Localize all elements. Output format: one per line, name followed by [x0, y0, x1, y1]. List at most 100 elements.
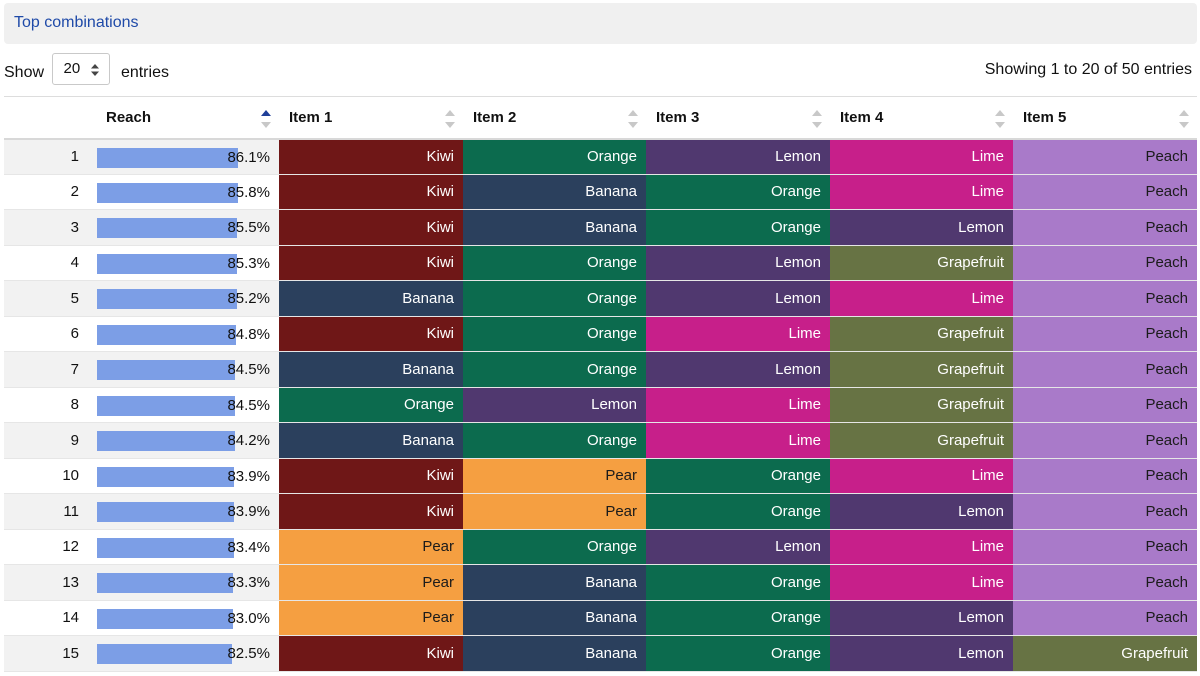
item-cell: Banana	[279, 351, 463, 388]
item-cell: Lemon	[646, 138, 830, 175]
table-row[interactable]: 15 82.5% Kiwi Banana Orange Lemon Grapefruit	[4, 635, 1197, 672]
sort-arrows-icon[interactable]	[261, 108, 271, 130]
item-cell: Pear	[279, 564, 463, 601]
row-index: 9	[4, 422, 96, 459]
row-index: 12	[4, 529, 96, 565]
select-updown-icon	[91, 64, 100, 76]
row-index: 8	[4, 387, 96, 423]
column-header-item-4[interactable]: Item 4	[830, 96, 1013, 140]
table-row[interactable]: 14 83.0% Pear Banana Orange Lemon Peach	[4, 600, 1197, 636]
reach-cell: 86.1%	[96, 138, 279, 175]
table-row[interactable]: 9 84.2% Banana Orange Lime Grapefruit Peach	[4, 422, 1197, 459]
reach-cell: 83.9%	[96, 458, 279, 494]
reach-value: 85.2%	[227, 290, 270, 307]
row-index: 3	[4, 209, 96, 246]
page-length-select[interactable]: 20	[52, 53, 111, 85]
table-row[interactable]: 2 85.8% Kiwi Banana Orange Lime Peach	[4, 174, 1197, 210]
item-cell: Grapefruit	[830, 387, 1013, 423]
item-cell: Grapefruit	[1013, 635, 1197, 672]
item-cell: Peach	[1013, 174, 1197, 210]
item-cell: Banana	[463, 564, 646, 601]
table-row[interactable]: 11 83.9% Kiwi Pear Orange Lemon Peach	[4, 493, 1197, 530]
sort-descending-icon	[628, 122, 638, 128]
column-header-item-1[interactable]: Item 1	[279, 96, 463, 140]
table-row[interactable]: 8 84.5% Orange Lemon Lime Grapefruit Peach	[4, 387, 1197, 423]
sort-descending-icon	[995, 122, 1005, 128]
row-index: 15	[4, 635, 96, 672]
column-header-item-3[interactable]: Item 3	[646, 96, 830, 140]
column-header-item-2[interactable]: Item 2	[463, 96, 646, 140]
table-row[interactable]: 5 85.2% Banana Orange Lemon Lime Peach	[4, 280, 1197, 317]
sort-arrows-icon[interactable]	[1179, 108, 1189, 130]
item-cell: Orange	[646, 209, 830, 246]
row-index: 13	[4, 564, 96, 601]
reach-cell: 84.2%	[96, 422, 279, 459]
row-index: 5	[4, 280, 96, 317]
item-cell: Peach	[1013, 458, 1197, 494]
item-cell: Pear	[463, 493, 646, 530]
sort-arrows-icon[interactable]	[995, 108, 1005, 130]
item-cell: Pear	[463, 458, 646, 494]
column-header-index	[4, 96, 96, 140]
sort-arrows-icon[interactable]	[445, 108, 455, 130]
reach-cell: 83.9%	[96, 493, 279, 530]
sort-arrows-icon[interactable]	[628, 108, 638, 130]
item-cell: Peach	[1013, 493, 1197, 530]
item-cell: Banana	[463, 635, 646, 672]
row-index: 11	[4, 493, 96, 530]
table-controls: Show 20 entries Showing 1 to 20 of 50 en…	[4, 52, 1192, 86]
item-cell: Lime	[646, 387, 830, 423]
item-cell: Peach	[1013, 387, 1197, 423]
column-header-reach[interactable]: Reach	[96, 96, 279, 140]
reach-bar	[97, 218, 237, 238]
item-cell: Orange	[646, 458, 830, 494]
sort-arrows-icon[interactable]	[812, 108, 822, 130]
item-cell: Orange	[646, 493, 830, 530]
item-cell: Grapefruit	[830, 245, 1013, 281]
table-row[interactable]: 3 85.5% Kiwi Banana Orange Lemon Peach	[4, 209, 1197, 246]
column-header-item-5[interactable]: Item 5	[1013, 96, 1197, 140]
reach-value: 84.8%	[227, 325, 270, 343]
table-row[interactable]: 7 84.5% Banana Orange Lemon Grapefruit Peach	[4, 351, 1197, 388]
item-cell: Banana	[279, 280, 463, 317]
reach-value: 85.8%	[227, 183, 270, 201]
entries-label: entries	[120, 64, 169, 81]
item-cell: Peach	[1013, 280, 1197, 317]
item-cell: Orange	[463, 280, 646, 317]
reach-bar	[97, 360, 236, 380]
reach-value: 85.3%	[227, 254, 270, 272]
table-row[interactable]: 13 83.3% Pear Banana Orange Lime Peach	[4, 564, 1197, 601]
reach-bar	[97, 502, 235, 522]
item-cell: Lemon	[646, 351, 830, 388]
row-index: 1	[4, 138, 96, 175]
reach-value: 86.1%	[227, 148, 270, 166]
item-cell: Peach	[1013, 316, 1197, 352]
item-cell: Orange	[463, 529, 646, 565]
item-cell: Peach	[1013, 564, 1197, 601]
item-cell: Orange	[279, 387, 463, 423]
table-row[interactable]: 1 86.1% Kiwi Orange Lemon Lime Peach	[4, 138, 1197, 175]
reach-bar	[97, 324, 236, 345]
table-row[interactable]: 12 83.4% Pear Orange Lemon Lime Peach	[4, 529, 1197, 565]
sort-descending-icon	[812, 122, 822, 128]
panel-title[interactable]: Top combinations	[14, 14, 139, 31]
reach-cell: 83.3%	[96, 564, 279, 601]
item-cell: Banana	[463, 600, 646, 636]
sort-descending-icon	[445, 122, 455, 128]
table-row[interactable]: 10 83.9% Kiwi Pear Orange Lime Peach	[4, 458, 1197, 494]
item-cell: Kiwi	[279, 635, 463, 672]
reach-cell: 82.5%	[96, 635, 279, 672]
item-cell: Lemon	[463, 387, 646, 423]
item-cell: Pear	[279, 529, 463, 565]
reach-value: 83.9%	[227, 503, 270, 520]
item-cell: Kiwi	[279, 245, 463, 281]
reach-cell: 85.8%	[96, 174, 279, 210]
item-cell: Peach	[1013, 209, 1197, 246]
reach-cell: 83.0%	[96, 600, 279, 636]
item-cell: Banana	[463, 209, 646, 246]
item-cell: Lime	[830, 529, 1013, 565]
row-index: 14	[4, 600, 96, 636]
table-row[interactable]: 4 85.3% Kiwi Orange Lemon Grapefruit Peach	[4, 245, 1197, 281]
table-row[interactable]: 6 84.8% Kiwi Orange Lime Grapefruit Peach	[4, 316, 1197, 352]
row-index: 7	[4, 351, 96, 388]
